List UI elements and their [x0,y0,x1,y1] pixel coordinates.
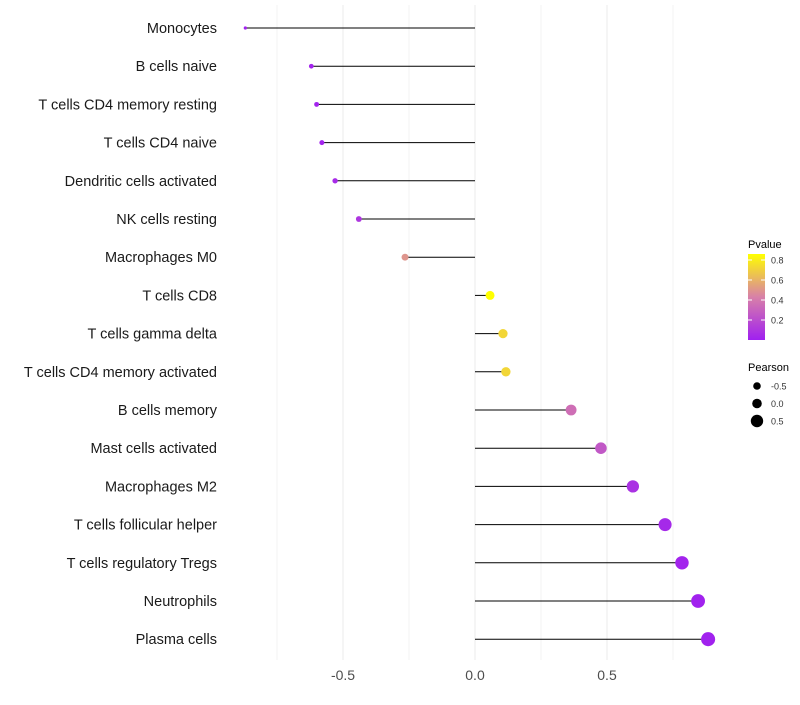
y-label-5: NK cells resting [116,212,217,228]
dot-16 [701,632,716,647]
dot-0 [243,26,247,30]
color-tick-label-0: 0.2 [771,316,784,326]
y-label-9: T cells CD4 memory activated [24,365,217,381]
y-label-12: Macrophages M2 [105,479,217,495]
dot-4 [332,178,338,184]
dot-11 [595,442,607,454]
dot-10 [565,404,577,416]
y-label-16: Plasma cells [136,632,217,648]
dot-6 [401,253,409,261]
size-key-0 [753,382,761,390]
y-label-1: B cells naive [136,59,217,75]
y-label-15: Neutrophils [144,594,217,610]
x-tick-label-2: 0.5 [597,667,617,683]
dot-7 [485,290,495,300]
size-key-1 [752,398,762,409]
x-tick-label-1: 0.0 [465,667,485,683]
lollipop-stems [245,27,709,640]
lollipop-dots [243,26,716,647]
dot-2 [314,101,320,107]
color-tick-label-3: 0.8 [771,256,784,266]
y-axis-labels: Monocytes B cells naive T cells CD4 memory… [24,21,218,648]
size-tick-label-1: 0.0 [771,399,784,409]
y-label-4: Dendritic cells activated [65,174,217,190]
dot-9 [501,367,511,377]
dot-5 [355,216,362,222]
color-tick-label-2: 0.6 [771,276,784,286]
size-tick-label-0: -0.5 [771,382,787,392]
y-label-7: T cells CD8 [142,288,217,304]
dot-3 [319,140,325,146]
y-label-2: T cells CD4 memory resting [38,97,217,113]
dot-14 [675,556,689,570]
color-tick-label-1: 0.4 [771,296,784,306]
x-tick-label-0: -0.5 [331,667,355,683]
dot-15 [691,594,705,608]
size-tick-label-2: 0.5 [771,417,784,427]
grid-lines [276,5,674,660]
legend-size-title: Pearson [748,362,789,374]
y-label-0: Monocytes [147,21,217,37]
legend: Pvalue 0.2 0.4 0.6 0.8 Pearson -0.5 0.0 0.5 [748,239,789,428]
y-label-8: T cells gamma delta [88,327,218,343]
color-bar [748,254,765,340]
legend-color-title: Pvalue [748,239,782,251]
y-label-14: T cells regulatory Tregs [67,556,217,572]
y-label-13: T cells follicular helper [74,518,217,534]
y-label-10: B cells memory [118,403,218,419]
dot-8 [498,328,508,339]
y-label-3: T cells CD4 naive [104,136,217,152]
dot-1 [308,63,314,69]
size-key-2 [750,414,764,428]
dot-13 [658,518,672,532]
y-label-6: Macrophages M0 [105,250,217,266]
dot-12 [626,480,640,493]
y-label-11: Mast cells activated [90,441,217,457]
x-axis-labels: -0.5 0.0 0.5 [331,667,617,683]
